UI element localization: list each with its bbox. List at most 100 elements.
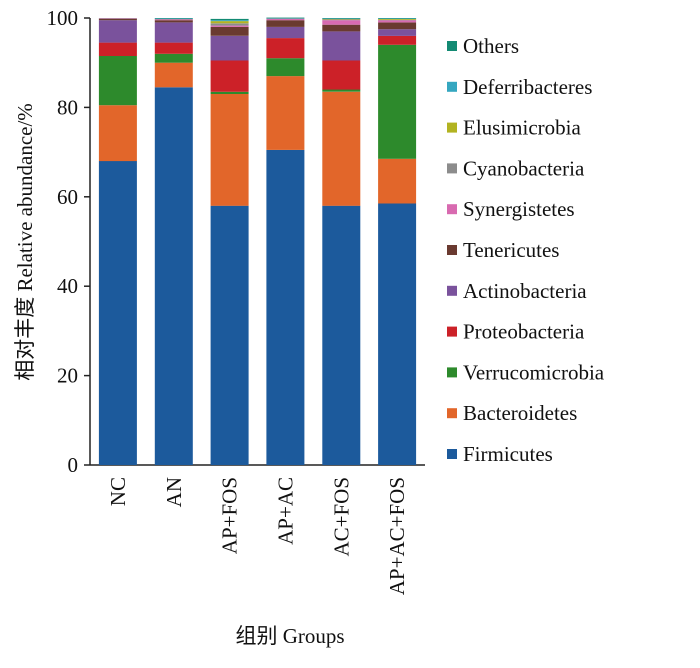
legend-label-verrucomicrobia: Verrucomicrobia [463, 360, 605, 384]
x-tick-label: AP+AC [273, 477, 297, 545]
legend-label-actinobacteria: Actinobacteria [463, 279, 587, 303]
x-tick-label: AP+FOS [218, 477, 242, 554]
bar-segment-ac-fos-others [322, 18, 361, 19]
bar-segment-ap-ac-fos-actinobacteria [378, 29, 417, 36]
bar-segment-ap-fos-tenericutes [210, 26, 249, 36]
y-axis-label: 相对丰度 Relative abundance/% [13, 103, 37, 381]
legend-label-synergistetes: Synergistetes [463, 197, 575, 221]
bar-segment-ac-fos-proteobacteria [322, 60, 361, 90]
bar-segment-ac-fos-verrucomicrobia [322, 89, 361, 92]
bar-segment-nc-firmicutes [98, 161, 137, 465]
bar-segment-ap-ac-others [266, 17, 305, 19]
bar-segment-ap-ac-tenericutes [266, 20, 305, 27]
bar-segment-ap-ac-fos-proteobacteria [378, 35, 417, 45]
y-tick-label: 100 [47, 6, 79, 30]
y-tick-label: 80 [57, 95, 78, 119]
bar-segment-ac-fos-actinobacteria [322, 31, 361, 61]
legend-swatch-elusimicrobia [447, 122, 457, 133]
y-axis-ticks: 0 20 40 60 80 100 [47, 6, 90, 477]
legend-label-cyanobacteria: Cyanobacteria [463, 156, 585, 180]
legend-swatch-synergistetes [447, 204, 457, 215]
legend-swatch-tenericutes [447, 245, 457, 255]
bar-segment-ap-ac-bacteroidetes [266, 76, 305, 150]
bar-segment-ap-ac-deferribacteres [266, 18, 305, 19]
bar-segment-ap-ac-fos-firmicutes [378, 203, 417, 465]
bar-segment-an-actinobacteria [154, 22, 193, 43]
bar-segment-ac-fos-elusimicrobia [322, 18, 361, 20]
y-tick-label: 20 [57, 364, 78, 388]
bar-segment-ap-ac-fos-tenericutes [378, 22, 417, 30]
bar-segment-nc-verrucomicrobia [98, 56, 137, 106]
bar-segment-ap-fos-proteobacteria [210, 60, 249, 92]
bar-segment-an-synergistetes [154, 19, 193, 21]
legend-swatch-cyanobacteria [447, 163, 457, 174]
bar-segment-ap-fos-verrucomicrobia [210, 91, 249, 94]
legend-label-bacteroidetes: Bacteroidetes [463, 401, 577, 425]
bar-segment-ap-ac-fos-bacteroidetes [378, 158, 417, 204]
legend-label-others: Others [463, 34, 519, 58]
x-tick-label: AN [162, 477, 186, 507]
bar-segment-nc-synergistetes [98, 18, 137, 19]
bar-segment-ap-ac-cyanobacteria [266, 18, 305, 19]
bar-segment-ap-ac-firmicutes [266, 149, 305, 465]
bar-segment-ac-fos-cyanobacteria [322, 19, 361, 21]
bar-segment-nc-bacteroidetes [98, 105, 137, 162]
bar-segment-ac-fos-synergistetes [322, 20, 361, 25]
x-tick-label: NC [106, 477, 130, 506]
legend-swatch-verrucomicrobia [447, 367, 457, 378]
bar-segment-nc-tenericutes [98, 18, 137, 21]
bar-segment-ap-fos-synergistetes [210, 25, 249, 27]
legend-label-elusimicrobia: Elusimicrobia [463, 116, 581, 140]
bar-segment-ap-ac-verrucomicrobia [266, 58, 305, 77]
bar-segment-ac-fos-tenericutes [322, 24, 361, 32]
bar-segment-an-firmicutes [154, 87, 193, 466]
bar-segment-ap-fos-deferribacteres [210, 20, 249, 22]
bar-segment-ac-fos-firmicutes [322, 205, 361, 465]
legend-label-deferribacteres: Deferribacteres [463, 75, 592, 99]
bar-segment-ap-fos-elusimicrobia [210, 21, 249, 24]
y-tick-label: 0 [68, 453, 79, 477]
bar-segment-an-tenericutes [154, 20, 193, 23]
y-tick-label: 60 [57, 185, 78, 209]
legend-swatch-actinobacteria [447, 285, 457, 296]
bar-segment-nc-actinobacteria [98, 20, 137, 43]
bar-segment-ap-ac-fos-elusimicrobia [378, 18, 417, 20]
bar-segment-ap-fos-firmicutes [210, 205, 249, 465]
bar-segment-an-others [154, 18, 193, 19]
bar-segment-an-cyanobacteria [154, 18, 193, 20]
x-axis-label: 组别 Groups [235, 624, 344, 648]
bar-segment-ap-fos-actinobacteria [210, 35, 249, 61]
bar-segment-ac-fos-deferribacteres [322, 18, 361, 19]
bar-segment-ap-fos-cyanobacteria [210, 23, 249, 26]
legend-swatch-bacteroidetes [447, 408, 457, 419]
legend: Others Deferribacteres Elusimicrobia Cyanob… [447, 34, 605, 466]
bar-segment-ap-ac-fos-deferribacteres [378, 18, 417, 19]
legend-label-proteobacteria: Proteobacteria [463, 320, 585, 344]
bar-segment-an-bacteroidetes [154, 62, 193, 88]
bar-segment-ap-ac-fos-verrucomicrobia [378, 44, 417, 159]
bar-segment-ap-fos-bacteroidetes [210, 94, 249, 206]
bar-segment-ac-fos-bacteroidetes [322, 91, 361, 206]
bar-segment-ap-ac-synergistetes [266, 18, 305, 21]
y-tick-label: 40 [57, 274, 78, 298]
x-tick-label: AC+FOS [329, 477, 353, 557]
legend-label-tenericutes: Tenericutes [463, 238, 559, 262]
bar-segment-an-deferribacteres [154, 18, 193, 19]
bar-segment-ap-ac-actinobacteria [266, 26, 305, 39]
bar-segment-an-proteobacteria [154, 42, 193, 54]
legend-swatch-deferribacteres [447, 81, 457, 92]
bar-segment-ap-fos-others [210, 18, 249, 21]
bar-segment-ap-ac-fos-others [378, 18, 417, 19]
x-axis-tick-labels: NC AN AP+FOS AP+AC AC+FOS AP+AC+FOS [106, 477, 409, 595]
legend-label-firmicutes: Firmicutes [463, 442, 553, 466]
bar-segment-ap-ac-proteobacteria [266, 38, 305, 59]
plot-area: 0 20 40 60 80 100 NC AN AP+FOS AP+AC AC+FOS AP+AC+… [47, 6, 425, 595]
bar-segment-nc-cyanobacteria [98, 18, 137, 19]
legend-swatch-others [447, 41, 457, 51]
legend-swatch-firmicutes [447, 449, 457, 459]
bar-segment-an-verrucomicrobia [154, 53, 193, 63]
x-tick-label: AP+AC+FOS [385, 477, 409, 595]
bar-segment-ap-ac-fos-synergistetes [378, 20, 417, 23]
bar-segment-nc-proteobacteria [98, 42, 137, 56]
